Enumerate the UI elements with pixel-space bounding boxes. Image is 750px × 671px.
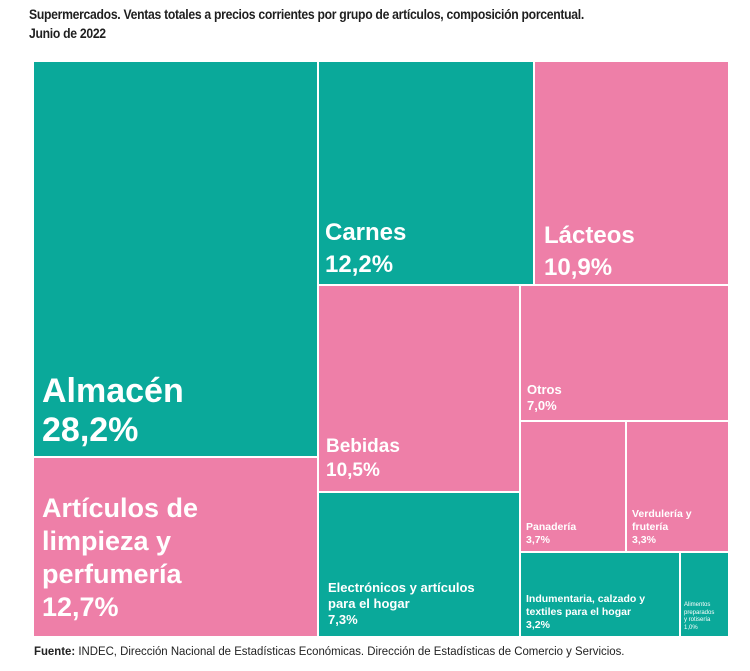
tile-alimentos-preparados: Alimentos preparados y rotisería 1,0%: [681, 553, 728, 636]
tile-value: 10,9%: [544, 254, 613, 281]
tile-name: Otros: [527, 382, 562, 397]
tile-label: Bebidas 10,5%: [319, 435, 519, 491]
tile-name: Lácteos: [544, 222, 635, 249]
tile-indumentaria: Indumentaria, calzado y textiles para el…: [521, 553, 679, 636]
tile-label: Panadería 3,7%: [521, 521, 625, 551]
tile-name: perfumería: [42, 559, 182, 589]
tile-almacen: Almacén 28,2%: [34, 62, 317, 456]
tile-name: limpieza y: [42, 526, 172, 556]
tile-value: 12,2%: [325, 251, 394, 278]
tile-label: Lácteos 10,9%: [535, 220, 728, 284]
tile-verduleria: Verdulería y frutería 3,3%: [627, 422, 728, 551]
tile-articulos-limpieza: Artículos de limpieza y perfumería 12,7%: [34, 458, 317, 636]
tile-name: textiles para el hogar: [526, 606, 632, 618]
tile-name: para el hogar: [328, 596, 410, 611]
tile-label: Indumentaria, calzado y textiles para el…: [521, 593, 679, 636]
chart-title-line1: Supermercados. Ventas totales a precios …: [29, 7, 584, 23]
tile-name: frutería: [632, 521, 669, 533]
tile-name: Alimentos: [684, 602, 711, 608]
tile-value: 12,7%: [42, 592, 119, 622]
tile-name: Bebidas: [326, 436, 400, 457]
chart-title: Supermercados. Ventas totales a precios …: [29, 6, 631, 44]
tile-label: Otros 7,0%: [521, 382, 728, 420]
tile-value: 1,0%: [684, 624, 698, 631]
source-note: Fuente: INDEC, Dirección Nacional de Est…: [34, 644, 624, 658]
tile-value: 7,3%: [328, 612, 358, 627]
tile-lacteos: Lácteos 10,9%: [535, 62, 728, 284]
tile-value: 10,5%: [326, 460, 380, 481]
source-text: INDEC, Dirección Nacional de Estadística…: [75, 644, 625, 658]
tile-label: Verdulería y frutería 3,3%: [627, 508, 728, 551]
tile-value: 28,2%: [42, 411, 139, 449]
tile-label: Alimentos preparados y rotisería 1,0%: [681, 602, 728, 636]
tile-label: Artículos de limpieza y perfumería 12,7%: [34, 492, 317, 636]
tile-value: 3,3%: [632, 534, 656, 546]
tile-name: Panadería: [526, 521, 577, 533]
source-label: Fuente:: [34, 644, 76, 658]
tile-name: Almacén: [42, 372, 184, 410]
tile-bebidas: Bebidas 10,5%: [319, 286, 519, 491]
tile-otros: Otros 7,0%: [521, 286, 728, 420]
tile-label: Electrónicos y artículos para el hogar 7…: [319, 580, 519, 636]
tile-name: Artículos de: [42, 493, 199, 523]
tile-name: y rotisería: [684, 617, 711, 623]
tile-name: preparados: [684, 609, 715, 616]
tile-label: Almacén 28,2%: [34, 372, 317, 456]
tile-name: Carnes: [325, 219, 407, 246]
tile-value: 7,0%: [527, 398, 557, 413]
tile-panaderia: Panadería 3,7%: [521, 422, 625, 551]
tile-carnes: Carnes 12,2%: [319, 62, 533, 284]
tile-value: 3,2%: [526, 619, 550, 631]
tile-name: Electrónicos y artículos: [328, 580, 475, 595]
tile-name: Indumentaria, calzado y: [526, 593, 646, 605]
tile-electronicos: Electrónicos y artículos para el hogar 7…: [319, 493, 519, 636]
tile-name: Verdulería y: [632, 508, 692, 520]
tile-label: Carnes 12,2%: [319, 217, 533, 284]
tile-value: 3,7%: [526, 534, 550, 546]
chart-subtitle: Junio de 2022: [29, 26, 106, 42]
